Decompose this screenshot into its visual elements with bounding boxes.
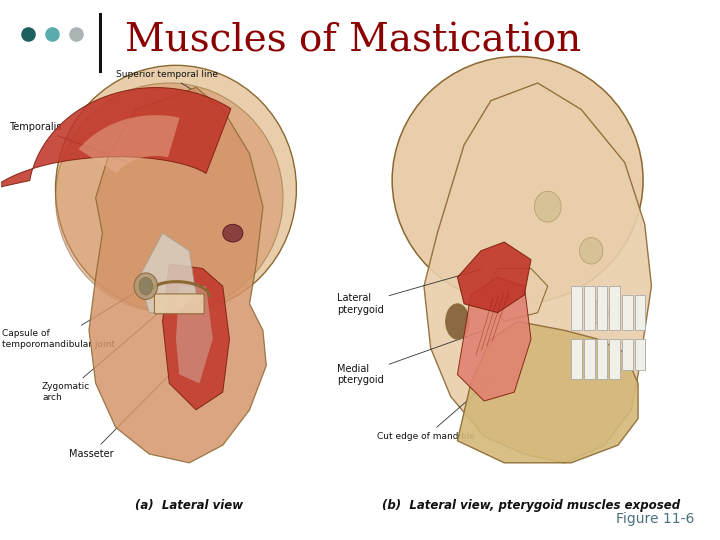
Ellipse shape [55,83,283,313]
Text: Masseter: Masseter [69,350,194,459]
Text: Zygomatic
arch: Zygomatic arch [42,306,167,402]
Bar [571,339,582,379]
Ellipse shape [588,302,608,323]
Bar [635,339,645,370]
Text: Cut edge of mandible: Cut edge of mandible [377,376,495,441]
Text: (a)  Lateral view: (a) Lateral view [135,500,243,512]
Text: Muscles of Mastication: Muscles of Mastication [125,23,582,59]
Text: Capsule of
temporomandibular joint: Capsule of temporomandibular joint [2,288,143,349]
Bar [597,339,607,379]
Bar [584,339,595,379]
Bar [584,286,595,330]
Polygon shape [0,87,231,188]
Bar [609,339,620,379]
Polygon shape [89,87,266,463]
Bar [597,286,607,330]
Polygon shape [457,278,531,401]
Ellipse shape [222,224,243,242]
Polygon shape [78,115,180,173]
FancyBboxPatch shape [155,294,204,314]
Text: Medial
pterygoid: Medial pterygoid [337,331,482,386]
Polygon shape [457,242,531,313]
Bar [609,286,620,330]
Ellipse shape [134,273,158,299]
Ellipse shape [446,304,469,339]
Ellipse shape [534,191,561,222]
Ellipse shape [139,278,153,295]
Ellipse shape [392,57,643,304]
Bar [622,295,633,330]
Polygon shape [484,268,548,321]
Text: Superior temporal line: Superior temporal line [116,70,217,95]
Text: Lateral
pterygoid: Lateral pterygoid [337,269,482,315]
Ellipse shape [580,238,603,264]
Bar [571,286,582,330]
Polygon shape [424,83,652,463]
Polygon shape [176,286,212,383]
Text: Figure 11-6: Figure 11-6 [616,512,695,526]
Text: (b)  Lateral view, pterygoid muscles exposed: (b) Lateral view, pterygoid muscles expo… [382,500,680,512]
Bar [635,295,645,330]
Text: Temporalis: Temporalis [9,122,127,161]
Bar [622,339,633,370]
Polygon shape [163,264,230,410]
Ellipse shape [55,65,297,313]
Polygon shape [457,321,638,463]
Polygon shape [139,233,196,313]
